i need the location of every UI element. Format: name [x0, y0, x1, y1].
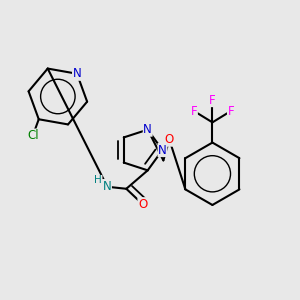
Text: Cl: Cl	[27, 129, 39, 142]
Text: F: F	[191, 105, 197, 118]
Text: F: F	[227, 105, 234, 118]
Text: N: N	[103, 180, 111, 193]
Text: N: N	[73, 67, 81, 80]
Text: F: F	[209, 94, 216, 106]
Text: H: H	[94, 176, 102, 185]
Text: O: O	[165, 133, 174, 146]
Text: O: O	[138, 198, 147, 211]
Text: N: N	[143, 123, 152, 136]
Text: N: N	[158, 143, 167, 157]
